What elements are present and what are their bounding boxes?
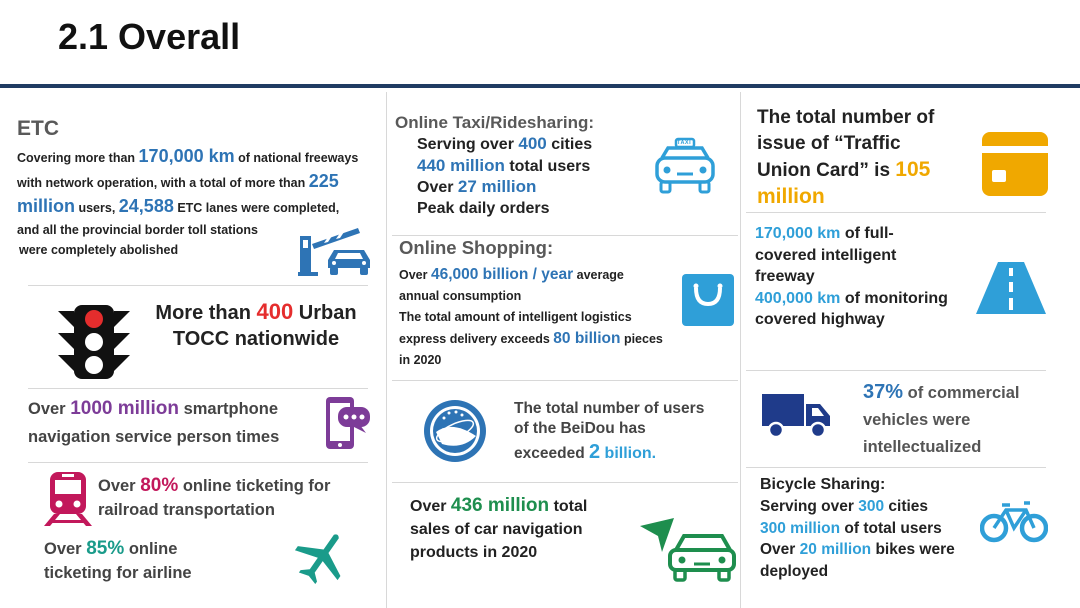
shopping-bag-icon [680,268,736,328]
shopping-text: Over 46,000 billion / year average annua… [399,266,663,367]
divider [746,370,1046,371]
freeway-text: 170,000 km of full- covered intelligent … [755,225,948,328]
divider [392,482,738,483]
traffic-light-icon [58,305,130,379]
smartphone-chat-icon [324,395,372,451]
airline-text: Over 85% online ticketing for airline [44,538,192,582]
union-card-text: The total number of issue of “Traffic Un… [757,107,935,208]
divider [28,388,368,389]
car-navigation-text: Over 436 million total sales of car navi… [410,495,588,561]
bike-heading: Bicycle Sharing: [760,476,886,493]
column-divider-right [740,92,741,608]
taxi-text: Serving over 400 cities 440 million tota… [417,134,593,217]
union-card-icon [982,132,1048,196]
divider [746,212,1046,213]
railroad-text: Over 80% online ticketing for railroad t… [98,475,331,519]
train-icon [44,470,92,528]
toll-gate-car-icon [298,222,378,278]
smartphone-nav-text: Over 1000 million smartphone navigation … [28,398,280,446]
page-title: 2.1 Overall [58,16,241,57]
navigation-car-icon [640,518,736,582]
divider [392,380,738,381]
shopping-heading: Online Shopping: [399,237,554,258]
beidou-logo-icon [422,398,488,464]
taxi-heading: Online Taxi/Ridesharing: [395,113,594,132]
title-underline [0,84,1080,88]
column-divider-left [386,92,387,608]
bike-text: Serving over 300 cities 300 million of t… [760,498,955,580]
divider [28,285,368,286]
bicycle-icon [980,500,1048,544]
commercial-vehicles-text: 37% of commercial vehicles were intellec… [863,381,1020,456]
highway-icon [976,262,1046,314]
etc-heading: ETC [17,117,59,140]
beidou-text: The total number of users of the BeiDou … [514,400,705,463]
divider [392,235,738,236]
tocc-text: More than 400 Urban TOCC nationwide [155,299,357,350]
airplane-icon [292,530,352,584]
taxi-sign-label: TAXI [677,140,692,146]
truck-icon [762,390,830,440]
divider [28,462,368,463]
taxi-icon: TAXI [652,136,718,196]
divider [746,467,1046,468]
etc-text: Covering more than 170,000 km of nationa… [17,146,359,257]
